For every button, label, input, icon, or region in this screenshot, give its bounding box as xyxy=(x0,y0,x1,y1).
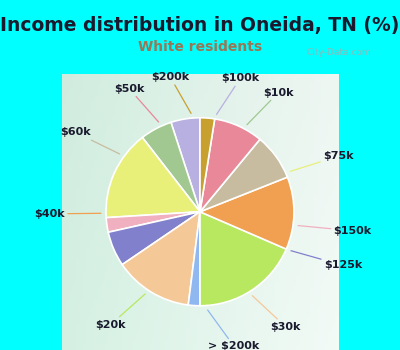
Text: $20k: $20k xyxy=(96,294,145,330)
Text: $100k: $100k xyxy=(216,74,259,114)
Wedge shape xyxy=(142,122,200,212)
Wedge shape xyxy=(200,139,288,212)
Wedge shape xyxy=(200,212,286,306)
Text: $75k: $75k xyxy=(290,151,354,171)
Text: $10k: $10k xyxy=(247,88,294,125)
Wedge shape xyxy=(171,118,200,212)
Text: $150k: $150k xyxy=(298,225,372,236)
Wedge shape xyxy=(108,212,200,265)
Wedge shape xyxy=(188,212,200,306)
Text: $60k: $60k xyxy=(60,127,120,154)
Wedge shape xyxy=(200,177,294,249)
Text: $30k: $30k xyxy=(252,296,301,332)
Text: $40k: $40k xyxy=(34,209,101,219)
Text: City-Data.com: City-Data.com xyxy=(307,48,372,57)
Wedge shape xyxy=(200,118,215,212)
Wedge shape xyxy=(122,212,200,305)
Wedge shape xyxy=(106,138,200,218)
Text: $50k: $50k xyxy=(114,84,158,122)
Wedge shape xyxy=(106,212,200,232)
Text: Income distribution in Oneida, TN (%): Income distribution in Oneida, TN (%) xyxy=(0,16,400,35)
Text: > $200k: > $200k xyxy=(208,310,260,350)
Text: $125k: $125k xyxy=(291,251,362,270)
Text: $200k: $200k xyxy=(151,72,191,113)
Wedge shape xyxy=(200,119,260,212)
Text: White residents: White residents xyxy=(138,40,262,54)
